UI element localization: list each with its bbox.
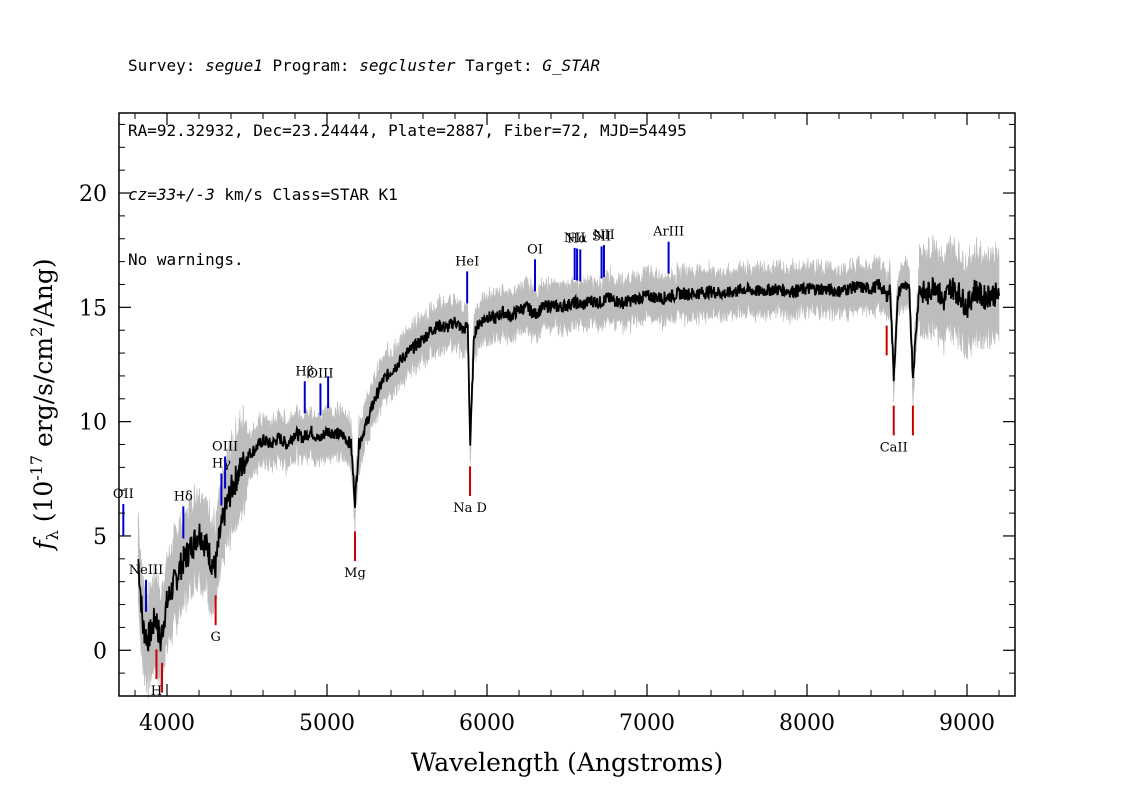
line-marker-caii: CaII	[880, 405, 908, 455]
line-marker-sii: SII	[592, 229, 611, 279]
line-marker-oiii: OIII	[307, 366, 333, 416]
emission-line-label: OIII	[212, 440, 238, 455]
emission-line-label: NeIII	[129, 563, 163, 578]
absorption-line-label: G	[210, 630, 220, 645]
line-marker-nii: NII	[593, 228, 615, 278]
x-axis-title: Wavelength (Angstroms)	[411, 748, 723, 777]
absorption-line-label: CaII	[880, 440, 908, 455]
emission-line-label: OIII	[307, 366, 333, 381]
y-tick-label: 0	[93, 639, 107, 664]
error-band-layer	[137, 234, 1000, 700]
line-marker-ariii: ArIII	[652, 225, 684, 274]
emission-line-label: Hβ	[295, 364, 314, 379]
emission-line-label: Hγ	[212, 456, 231, 471]
line-marker-oiii: OIII	[212, 440, 238, 489]
svg-text:fλ (10-17 erg/s/cm2/Ang): fλ (10-17 erg/s/cm2/Ang)	[27, 258, 62, 551]
header-line-3: cz=33+/-3 km/s Class=STAR K1	[128, 184, 687, 206]
line-marker-h: Hδ	[174, 489, 193, 539]
line-marker-h: Hα	[567, 231, 587, 281]
y-tick-label: 10	[79, 411, 107, 436]
redshift-value: cz=33+/-3	[128, 185, 215, 204]
emission-line-label: ArIII	[652, 225, 684, 240]
y-tick-label: 15	[79, 296, 107, 321]
flux-layer	[137, 277, 1000, 652]
line-marker-neiii: NeIII	[129, 563, 163, 612]
x-tick-label: 8000	[779, 711, 835, 736]
line-marker-mg: Mg	[344, 531, 366, 581]
target-label: Target:	[455, 56, 543, 75]
class-info: km/s Class=STAR K1	[214, 185, 398, 204]
program-label: Program:	[262, 56, 360, 75]
emission-line-label: HeI	[455, 254, 479, 269]
spectrum-header: Survey: segue1 Program: segcluster Targe…	[128, 12, 687, 292]
absorption-line-label: H	[151, 684, 162, 699]
absorption-line-label: Mg	[344, 566, 366, 581]
line-marker-oi: OI	[527, 242, 543, 292]
survey-value: segue1	[205, 56, 263, 75]
x-tick-label: 4000	[139, 711, 195, 736]
survey-label: Survey:	[128, 56, 206, 75]
x-tick-label: 5000	[299, 711, 355, 736]
line-marker-h: Hγ	[212, 456, 231, 506]
line-marker-oii: OII	[113, 487, 134, 536]
tick-layer: 4000 5000 6000 7000 8000 9000 0 5 10 15 20	[79, 113, 1015, 736]
header-line-4: No warnings.	[128, 249, 244, 269]
emission-line-label: NII	[593, 228, 615, 243]
emission-line-label: OI	[527, 242, 543, 257]
header-line-2: RA=92.32932, Dec=23.24444, Plate=2887, F…	[128, 120, 687, 140]
program-value: segcluster	[359, 56, 456, 75]
emission-line-label: Hδ	[174, 489, 193, 504]
y-axis-title: fλ (10-17 erg/s/cm2/Ang)	[27, 258, 62, 551]
emission-line-label: Hα	[567, 231, 587, 246]
x-tick-label: 6000	[459, 711, 515, 736]
emission-line-label: OII	[113, 487, 134, 502]
flux-series-line	[137, 277, 1000, 652]
target-value: G_STAR	[542, 56, 601, 75]
line-marker-hei: HeI	[455, 254, 479, 304]
line-marker-h: Hβ	[295, 364, 314, 414]
line-marker-h: H	[151, 649, 162, 699]
line-marker-nii: NII	[564, 231, 586, 280]
error-band	[137, 234, 1000, 700]
line-marker-nad: Na D	[453, 466, 487, 516]
emission-line-label: NII	[564, 231, 586, 246]
emission-line-label: SII	[592, 229, 611, 244]
y-tick-label: 5	[93, 525, 107, 550]
absorption-line-label: Na D	[453, 501, 487, 516]
x-tick-label: 7000	[619, 711, 675, 736]
y-tick-label: 20	[79, 182, 107, 207]
line-marker-g: G	[210, 595, 221, 645]
x-tick-label: 9000	[939, 711, 995, 736]
header-line-1: Survey: segue1 Program: segcluster Targe…	[128, 55, 687, 77]
plot-frame	[118, 112, 1016, 697]
